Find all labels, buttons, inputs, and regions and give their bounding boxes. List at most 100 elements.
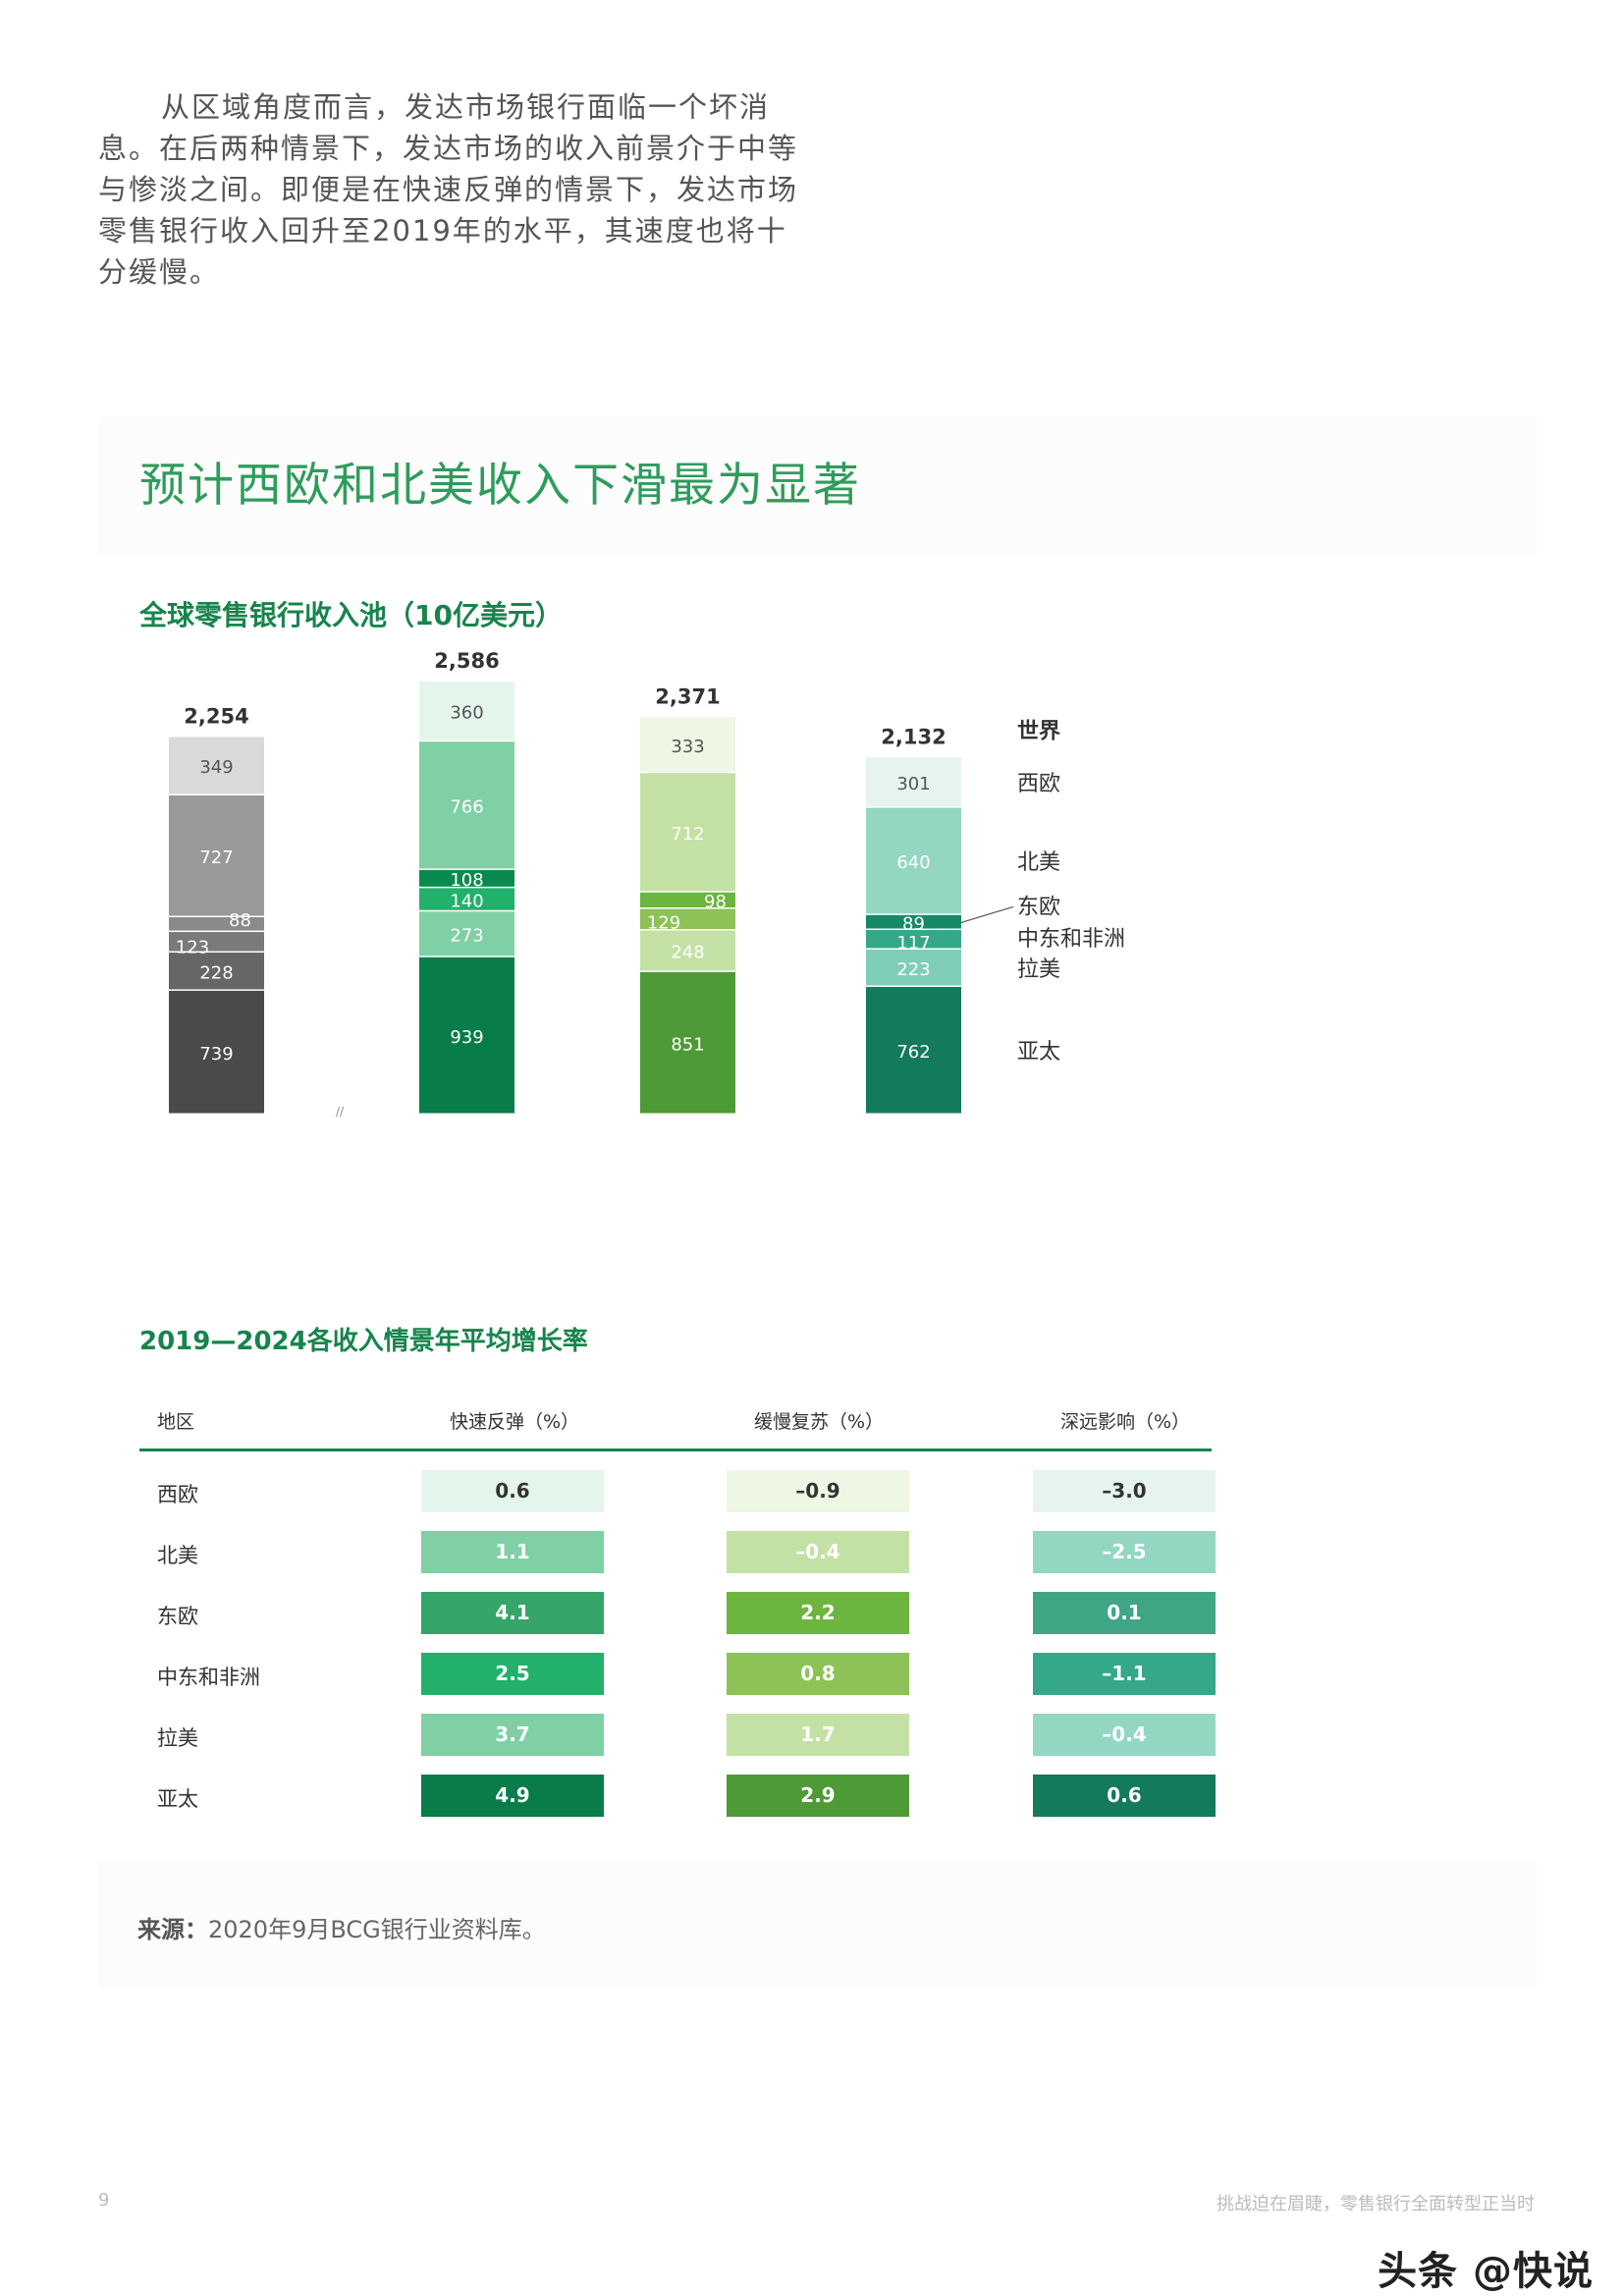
intro-paragraph: 从区域角度而言，发达市场银行面临一个坏消息。在后两种情景下，发达市场的收入前景介…	[98, 86, 805, 293]
growth-rate-cell: 2.2	[727, 1592, 909, 1634]
header-fast-rebound: 快速反弹（%）	[450, 1411, 580, 1433]
segment-value-label: 108	[450, 870, 483, 891]
growth-rate-cell: –3.0	[1033, 1470, 1216, 1512]
bar-segment	[169, 737, 264, 794]
bar-segment	[866, 914, 961, 929]
segment-value-label: 712	[671, 824, 704, 845]
growth-rate-cell: –0.9	[727, 1470, 909, 1512]
segment-value-label: 98	[704, 892, 727, 912]
table-title: 2019—2024各收入情景年平均增长率	[139, 1327, 588, 1356]
legend-label: 北美	[1017, 850, 1060, 875]
segment-value-label: 129	[647, 913, 680, 934]
segment-value-label: 360	[450, 703, 483, 724]
table-row-region: 拉美	[157, 1726, 198, 1750]
segment-value-label: 89	[902, 913, 925, 934]
bar-segment	[419, 888, 514, 910]
segment-value-label: 123	[176, 938, 209, 958]
bar-total-label: 2,371	[655, 685, 720, 709]
bar-segment	[169, 990, 264, 1114]
legend-label: 中东和非洲	[1017, 927, 1125, 952]
header-region: 地区	[157, 1411, 195, 1433]
bar-segment	[640, 773, 735, 892]
growth-rate-cell: 4.9	[421, 1775, 604, 1817]
segment-value-label: 349	[199, 757, 233, 778]
bar-segment	[866, 807, 961, 914]
growth-rate-cell: 0.6	[1033, 1775, 1216, 1817]
bar-segment	[169, 932, 264, 952]
legend-title: 世界	[1017, 719, 1060, 743]
segment-value-label: 333	[671, 737, 704, 757]
table-row-region: 亚太	[157, 1787, 198, 1811]
segment-value-label: 762	[896, 1042, 930, 1063]
bar-segment	[169, 953, 264, 990]
growth-rate-cell: 1.1	[421, 1531, 604, 1573]
bar-segment	[419, 911, 514, 957]
revenue-stacked-bar-chart: 2,254 2,586 2,371 2,132 739 228 123 88 727 349 939…	[169, 649, 1125, 1119]
segment-value-label: 228	[199, 962, 233, 983]
panel-title: 预计西欧和北美收入下滑最为显著	[139, 459, 861, 513]
bar-segment	[640, 971, 735, 1114]
bar-total-label: 2,254	[184, 704, 248, 728]
bar-segment	[640, 892, 735, 908]
bar-segment	[866, 987, 961, 1114]
bar-segment	[419, 681, 514, 740]
axis-break-mark: //	[336, 1105, 345, 1119]
growth-rate-cell: –1.1	[1033, 1653, 1216, 1695]
growth-rate-cell: 0.8	[727, 1653, 909, 1695]
footer-title: 挑战迫在眉睫，零售银行全面转型正当时	[1217, 2194, 1535, 2214]
bar-segment	[640, 717, 735, 772]
source-panel: 来源：2020年9月BCG银行业资料库。	[98, 1861, 1537, 1989]
legend-label: 拉美	[1017, 957, 1060, 982]
legend-label: 西欧	[1017, 772, 1060, 796]
watermark: 头条 @快说	[1378, 2249, 1594, 2294]
growth-rate-cell: –0.4	[1033, 1714, 1216, 1756]
growth-rate-cell: 3.7	[421, 1714, 604, 1756]
bar-segment	[169, 917, 264, 931]
segment-value-label: 766	[450, 797, 483, 818]
source-text: 2020年9月BCG银行业资料库。	[208, 1916, 546, 1943]
growth-rate-cell: 4.1	[421, 1592, 604, 1634]
segment-value-label: 727	[199, 847, 233, 868]
intro-text: 从区域角度而言，发达市场银行面临一个坏消息。在后两种情景下，发达市场的收入前景介…	[98, 90, 799, 289]
bar-segment	[419, 869, 514, 887]
bar-segment	[640, 908, 735, 930]
bar-segment	[419, 957, 514, 1114]
source-label: 来源：	[137, 1916, 208, 1943]
legend-label: 亚太	[1017, 1040, 1060, 1065]
title-panel: 预计西欧和北美收入下滑最为显著	[98, 417, 1537, 555]
segment-value-label: 739	[199, 1044, 233, 1065]
growth-rate-cell: 0.6	[421, 1470, 604, 1512]
bar-segment	[169, 795, 264, 916]
bar-segment	[640, 930, 735, 971]
page-number: 9	[98, 2190, 110, 2211]
bar-segment	[419, 741, 514, 869]
table-row-region: 中东和非洲	[157, 1666, 260, 1689]
growth-rate-cell: 2.9	[727, 1775, 909, 1817]
growth-rate-cell: –0.4	[727, 1531, 909, 1573]
growth-rate-cell: –2.5	[1033, 1531, 1216, 1573]
header-slow-recovery: 缓慢复苏（%）	[754, 1411, 885, 1433]
legend-leader-line	[960, 905, 1014, 923]
bar-segment	[866, 929, 961, 949]
segment-value-label: 248	[671, 943, 704, 963]
bar-segment	[866, 949, 961, 986]
segment-value-label: 640	[896, 852, 930, 873]
table-row-region: 东欧	[157, 1605, 198, 1628]
growth-rate-cell: 0.1	[1033, 1592, 1216, 1634]
bar-total-label: 2,132	[881, 725, 946, 748]
table-row-region: 北美	[157, 1544, 198, 1567]
segment-value-label: 851	[671, 1034, 704, 1055]
bar-segment	[866, 757, 961, 807]
chart-title: 全球零售银行收入池（10亿美元）	[139, 599, 563, 631]
segment-value-label: 273	[450, 926, 483, 947]
growth-rate-cell: 2.5	[421, 1653, 604, 1695]
segment-value-label: 140	[450, 891, 483, 911]
legend-label: 东欧	[1017, 895, 1060, 919]
segment-value-label: 88	[229, 910, 251, 931]
source-note: 来源：2020年9月BCG银行业资料库。	[137, 1910, 546, 1944]
segment-value-label: 223	[896, 959, 930, 980]
table-header-rule	[139, 1449, 1212, 1451]
bar-total-label: 2,586	[434, 649, 499, 673]
growth-rate-cell: 1.7	[727, 1714, 909, 1756]
segment-value-label: 939	[450, 1027, 483, 1048]
